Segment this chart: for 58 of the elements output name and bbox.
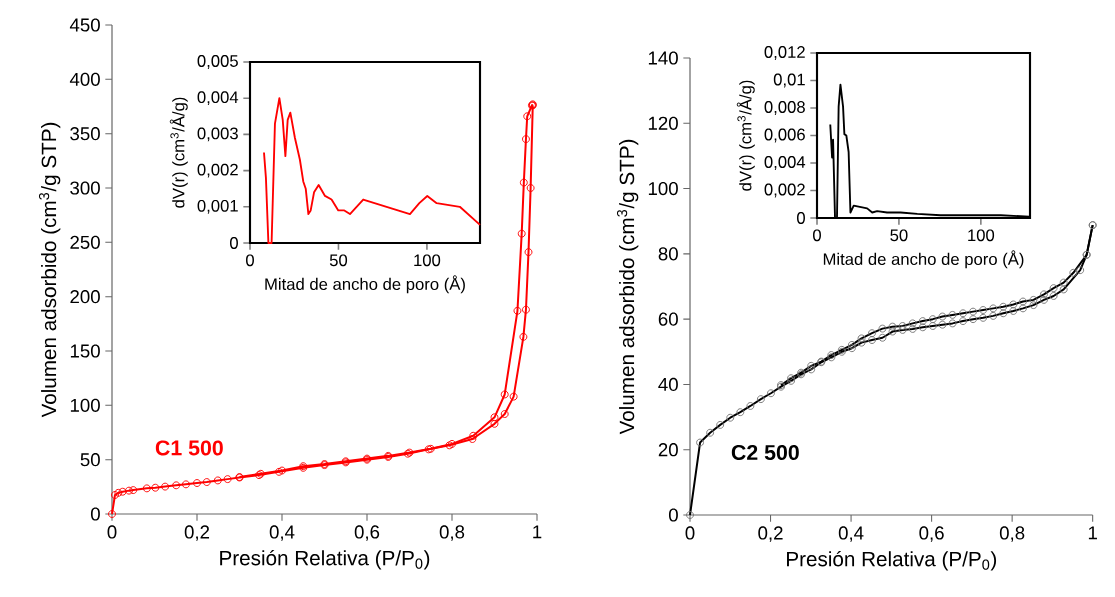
y-tick-label: 0,008 <box>764 101 805 115</box>
y-tick-label: 0,002 <box>764 183 805 198</box>
y-tick-label: 40 <box>658 377 678 392</box>
y-tick-label: 140 <box>648 51 678 65</box>
x-tick-label: 100 <box>968 229 995 242</box>
y-tick-label: 0,003 <box>197 127 238 142</box>
x-tick-label: 0,2 <box>758 526 783 542</box>
y-tick-label: 0 <box>797 212 805 224</box>
y-tick-label: 50 <box>80 453 100 467</box>
y-tick-label: 100 <box>648 181 678 196</box>
y-tick-label: 0 <box>668 508 678 522</box>
y-tick-label: 0,005 <box>197 55 238 69</box>
y-tick-label: 0,006 <box>764 128 805 143</box>
y-tick-label: 250 <box>70 235 100 249</box>
x-tick-label: 0,2 <box>184 525 210 541</box>
x-axis-title: Presión Relativa (P/P$_{0}$) <box>787 550 997 571</box>
y-tick-label: 0,004 <box>197 91 239 106</box>
y-tick-label: 400 <box>69 72 100 86</box>
y-axis-title: Volumen adsorbido (cm$^{3}$/g STP) <box>616 139 639 435</box>
x-tick-label: 0 <box>246 254 254 267</box>
y-tick-label: 0,002 <box>197 163 238 178</box>
y-tick-label: 150 <box>70 344 100 358</box>
x-axis-title: Mitad de ancho de poro (Å) <box>265 275 465 294</box>
x-tick-label: 0,4 <box>838 526 864 542</box>
x-tick-label: 1 <box>1088 526 1097 540</box>
y-tick-label: 0 <box>90 507 100 521</box>
y-tick-label: 0,001 <box>197 199 238 214</box>
x-tick-label: 0 <box>813 229 821 242</box>
y-tick-label: 60 <box>658 312 678 326</box>
x-tick-label: 0 <box>107 525 117 539</box>
x-tick-label: 0,6 <box>354 525 380 541</box>
y-tick-label: 200 <box>70 290 100 304</box>
x-tick-label: 0 <box>685 526 695 540</box>
y-tick-label: 350 <box>70 127 100 141</box>
x-tick-label: 50 <box>329 254 348 267</box>
y-tick-label: 450 <box>69 18 100 32</box>
x-tick-label: 0,8 <box>439 525 465 541</box>
x-axis-title: Presión Relativa (P/P$_{0}$) <box>220 549 430 570</box>
x-tick-label: 1 <box>533 525 542 539</box>
x-axis-title: Mitad de ancho de poro (Å) <box>823 250 1024 269</box>
y-tick-label: 0,004 <box>764 156 806 170</box>
y-tick-label: 0,01 <box>773 73 805 88</box>
y-axis-title: dV(r) (cm$^{3}$/Å/g) <box>736 80 755 191</box>
annotation: C2 500 <box>731 444 799 461</box>
x-tick-label: 0,4 <box>269 525 295 541</box>
y-axis-title: dV(r) (cm$^{3}$/Å/g) <box>169 97 188 208</box>
y-tick-label: 300 <box>70 181 100 195</box>
y-tick-label: 20 <box>658 443 678 457</box>
annotation: C1 500 <box>155 440 223 456</box>
y-tick-label: 100 <box>70 398 100 412</box>
y-tick-label: 80 <box>658 247 678 261</box>
x-tick-label: 0,8 <box>999 526 1025 542</box>
x-tick-label: 100 <box>414 254 441 267</box>
y-axis-title: Volumen adsorbido (cm$^{3}$/g STP) <box>38 122 61 418</box>
y-tick-label: 120 <box>648 116 678 130</box>
y-tick-label: 0,012 <box>764 46 805 60</box>
x-tick-label: 0,6 <box>919 526 944 542</box>
x-tick-label: 50 <box>890 229 908 242</box>
